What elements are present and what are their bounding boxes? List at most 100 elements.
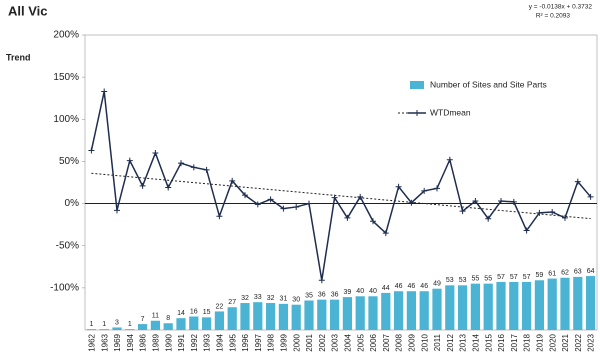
bar xyxy=(304,300,314,330)
x-tick-label: 2019 xyxy=(536,333,545,351)
bar xyxy=(137,324,148,330)
data-label: 57 xyxy=(510,274,518,281)
bar xyxy=(240,303,250,330)
x-tick-label: 1969 xyxy=(113,333,122,351)
point xyxy=(88,147,95,154)
bar xyxy=(112,327,122,330)
data-label: 15 xyxy=(203,309,211,316)
data-label: 1 xyxy=(102,321,106,328)
x-tick-label: 1992 xyxy=(190,333,199,351)
data-label: 22 xyxy=(216,303,224,310)
data-label: 1 xyxy=(89,321,93,328)
bar xyxy=(368,296,378,330)
x-tick-label: 2012 xyxy=(446,333,455,351)
x-tick-label: 1963 xyxy=(100,333,109,351)
point xyxy=(203,166,210,173)
data-label: 32 xyxy=(241,295,249,302)
bar xyxy=(163,323,173,330)
data-label: 46 xyxy=(395,283,403,290)
data-label: 57 xyxy=(497,274,505,281)
x-tick-label: 2017 xyxy=(510,333,519,351)
bar xyxy=(509,281,519,330)
x-tick-label: 2023 xyxy=(587,333,596,351)
x-tick-label: 1998 xyxy=(267,333,276,351)
chart-title: All Vic xyxy=(8,3,48,18)
x-tick-label: 2006 xyxy=(369,333,378,351)
point xyxy=(267,196,274,203)
data-label: 46 xyxy=(408,283,416,290)
y-tick-label: -100% xyxy=(50,282,79,293)
y-tick-label: 200% xyxy=(53,30,79,41)
data-label: 33 xyxy=(254,294,262,301)
x-tick-label: 1996 xyxy=(241,333,250,351)
bar xyxy=(150,320,161,330)
data-label: 7 xyxy=(141,316,145,323)
point xyxy=(165,184,172,191)
x-tick-label: 2022 xyxy=(574,333,583,351)
bar xyxy=(253,302,263,330)
point xyxy=(574,178,581,185)
trend-line xyxy=(91,172,591,220)
point xyxy=(242,192,248,199)
point xyxy=(306,200,312,207)
data-label: 11 xyxy=(152,313,159,320)
bar xyxy=(560,277,570,330)
x-tick-label: 2003 xyxy=(331,333,340,351)
x-tick-label: 1994 xyxy=(216,333,225,351)
data-label: 63 xyxy=(574,269,582,276)
bar xyxy=(176,318,186,330)
data-label: 16 xyxy=(190,308,198,315)
point xyxy=(190,164,197,171)
data-label: 3 xyxy=(115,319,119,326)
x-tick-label: 2000 xyxy=(292,333,301,351)
x-tick-label: 2008 xyxy=(395,333,404,351)
bar xyxy=(585,276,596,330)
trend-equation: y = -0.0138x + 0.3732 xyxy=(529,4,593,11)
x-tick-label: 1990 xyxy=(164,333,173,351)
point xyxy=(382,230,389,237)
data-label: 59 xyxy=(536,272,544,279)
point xyxy=(126,157,133,164)
data-label: 44 xyxy=(382,285,390,292)
data-label: 62 xyxy=(561,270,569,277)
point xyxy=(510,198,517,205)
data-label: 1 xyxy=(128,321,132,328)
x-tick-label: 1997 xyxy=(254,333,263,351)
data-label: 14 xyxy=(177,310,185,317)
data-label: 8 xyxy=(166,315,170,322)
x-tick-label: 1993 xyxy=(203,333,212,351)
point xyxy=(331,194,338,201)
bar xyxy=(214,311,225,330)
data-label: 40 xyxy=(356,288,364,295)
bar xyxy=(329,299,340,330)
legend-marker xyxy=(414,110,420,116)
y-tick-label: 0% xyxy=(65,198,80,209)
trend-r2: R² = 0.2093 xyxy=(536,13,571,20)
x-tick-label: 2016 xyxy=(497,333,506,351)
x-tick-label: 2018 xyxy=(523,333,532,351)
point xyxy=(216,213,223,220)
bar xyxy=(125,329,135,330)
bar xyxy=(445,285,455,330)
data-label: 61 xyxy=(548,270,556,277)
data-label: 40 xyxy=(369,288,377,295)
bar xyxy=(291,304,301,330)
bar xyxy=(86,329,97,330)
legend-swatch xyxy=(410,81,424,89)
bar xyxy=(483,283,493,330)
x-tick-label: 2013 xyxy=(459,333,468,351)
bar xyxy=(432,288,442,330)
data-label: 64 xyxy=(587,268,595,275)
point xyxy=(446,156,453,163)
x-tick-label: 2021 xyxy=(561,333,570,351)
data-label: 57 xyxy=(523,274,531,281)
data-label: 39 xyxy=(344,289,352,296)
x-tick-label: 2004 xyxy=(344,333,353,351)
data-label: 55 xyxy=(472,275,480,282)
bar xyxy=(470,283,481,330)
point xyxy=(434,185,440,192)
point xyxy=(280,205,287,212)
point xyxy=(459,208,466,215)
data-label: 53 xyxy=(446,277,454,284)
data-label: 53 xyxy=(459,277,467,284)
